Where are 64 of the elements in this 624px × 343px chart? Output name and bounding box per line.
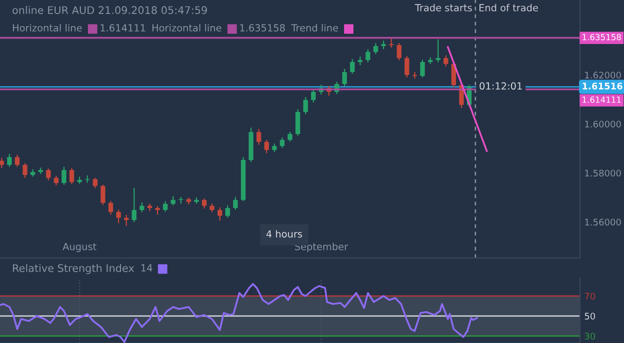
x-tick-label: August bbox=[62, 243, 96, 252]
ref-line-label: 1.61516 bbox=[582, 82, 622, 90]
y-tick-label: 1.56000 bbox=[585, 218, 621, 226]
x-tick-label: September bbox=[294, 242, 348, 252]
candlestick bbox=[264, 139, 269, 154]
candlestick bbox=[366, 48, 370, 63]
candlestick bbox=[7, 153, 12, 168]
candlestick bbox=[225, 204, 230, 218]
legend-label: Trend line bbox=[291, 24, 338, 32]
data-label: 1.614111 bbox=[582, 96, 621, 103]
legend-label: Horizontal line bbox=[12, 24, 82, 32]
candlestick bbox=[412, 71, 418, 80]
annotation: End of trade bbox=[479, 4, 538, 12]
candlestick bbox=[0, 157, 4, 169]
y-tick-label: 30 bbox=[584, 332, 596, 340]
chart-title: online EUR AUD 21.09.2018 05:47:59 bbox=[12, 6, 207, 14]
y-tick-label: 1.58000 bbox=[585, 170, 621, 177]
candlestick bbox=[436, 38, 440, 63]
candlestick bbox=[14, 154, 20, 168]
candlestick bbox=[420, 59, 425, 78]
y-tick-label: 1.60000 bbox=[585, 120, 621, 128]
candlestick bbox=[202, 198, 207, 210]
annotation: 01:12:01 bbox=[480, 82, 522, 90]
candlestick bbox=[140, 202, 144, 213]
candlestick bbox=[428, 56, 433, 65]
candlestick bbox=[396, 42, 402, 61]
candlestick bbox=[46, 168, 51, 181]
candlestick bbox=[218, 206, 222, 222]
candlestick bbox=[280, 136, 285, 149]
candlestick bbox=[132, 187, 136, 223]
line-series bbox=[0, 283, 478, 343]
y-tick-label: 70 bbox=[584, 292, 596, 300]
candlestick bbox=[100, 184, 106, 206]
annotation: 4 hours bbox=[266, 230, 302, 238]
candlestick bbox=[295, 108, 300, 136]
candlestick bbox=[444, 54, 448, 67]
candlestick bbox=[388, 37, 394, 48]
legend-label: Horizontal line bbox=[152, 24, 222, 32]
candlestick bbox=[62, 166, 66, 186]
text: 1.614111 bbox=[100, 24, 146, 32]
candlestick bbox=[116, 209, 121, 224]
text: 1.635158 bbox=[240, 24, 285, 32]
candlestick bbox=[162, 200, 168, 212]
y-tick-label: 1.62000 bbox=[585, 72, 621, 79]
candlestick bbox=[404, 55, 410, 78]
candlestick bbox=[311, 89, 316, 103]
candlestick bbox=[22, 162, 28, 178]
candlestick bbox=[350, 58, 355, 74]
legend-label: 14 bbox=[141, 264, 152, 272]
candlestick bbox=[342, 68, 347, 87]
candlestick bbox=[256, 128, 262, 146]
candlestick bbox=[288, 131, 292, 142]
candlestick bbox=[303, 96, 308, 115]
candlestick bbox=[233, 196, 238, 210]
candlestick bbox=[108, 200, 114, 216]
y-tick-label: 50 bbox=[584, 312, 596, 320]
candlestick bbox=[54, 175, 59, 186]
chart-title: Relative Strength Index bbox=[13, 264, 134, 274]
candlestick bbox=[373, 42, 378, 55]
ref-line-label: Trade starts bbox=[414, 4, 472, 12]
candlestick bbox=[92, 177, 98, 189]
candlestick bbox=[170, 196, 176, 206]
data-label: 1.635158 bbox=[582, 34, 621, 40]
candlestick bbox=[69, 168, 74, 185]
